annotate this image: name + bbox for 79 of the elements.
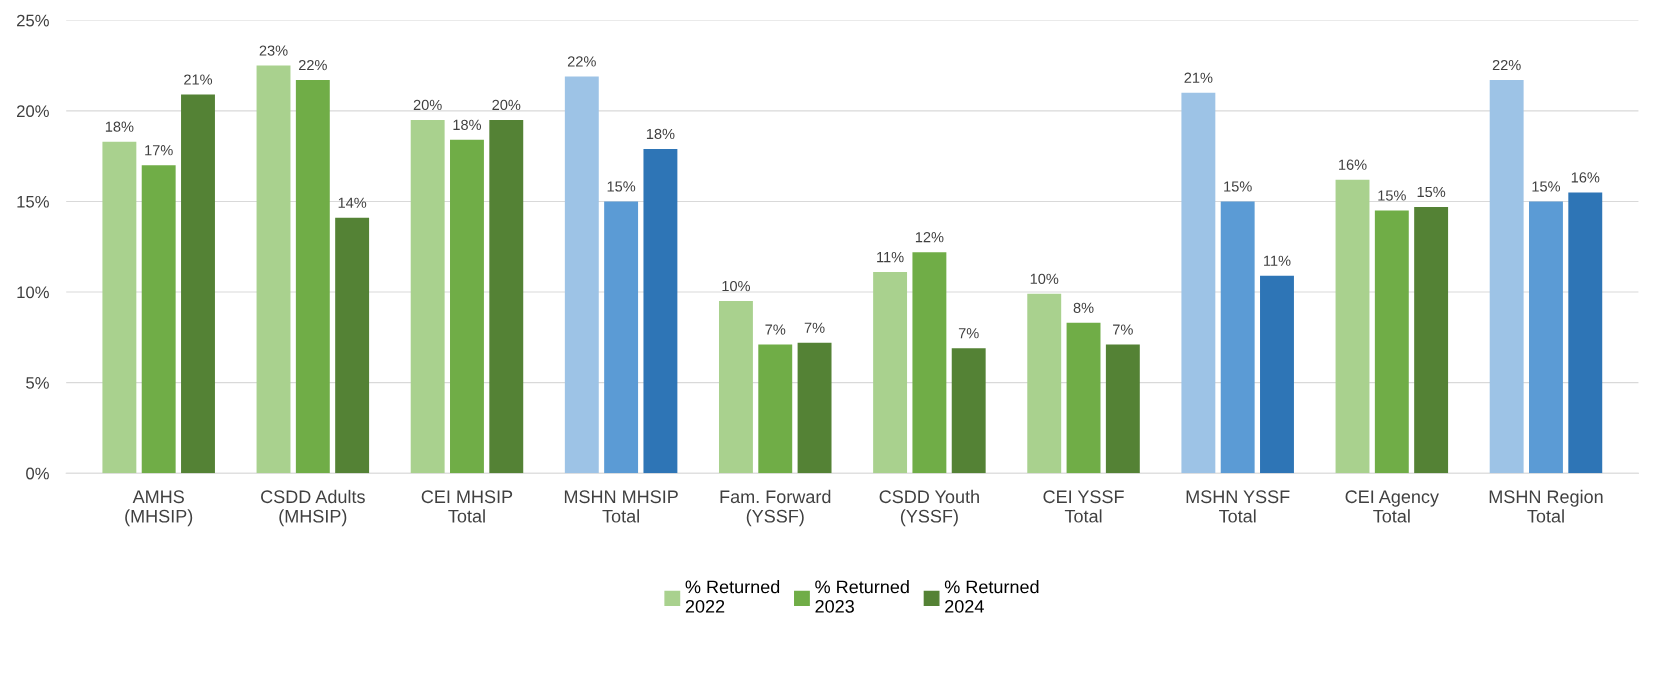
bar [1105,344,1140,474]
data-label: 20% [492,99,521,111]
data-label: 21% [1184,72,1213,83]
data-label: 23% [259,45,288,56]
data-label: 18% [646,128,675,140]
bar [797,342,832,474]
y-tick-label: 25% [17,14,49,27]
bar [141,165,176,474]
data-label: 15% [607,181,636,192]
bar [758,344,793,474]
bar [1529,201,1563,474]
bar [1568,192,1603,474]
x-tick-label: AMHS (MHSIP) [125,490,193,527]
data-label: 20% [413,99,442,111]
data-label: 8% [1073,302,1094,313]
x-tick-label: CEI YSSF Total [1043,490,1124,523]
bar [489,119,524,474]
data-label: 22% [1492,59,1521,71]
x-tick-label: Fam. Forward (YSSF) [720,489,831,527]
data-label: 22% [298,59,327,71]
bar [1027,293,1062,474]
bar [1260,275,1294,474]
data-label: 11% [877,252,904,263]
bar [951,348,986,474]
bar [295,80,330,474]
data-label: 22% [567,56,596,67]
data-label: 21% [184,74,213,85]
x-tick-label: CEI Agency Total [1345,490,1439,523]
data-label: 16% [1339,159,1367,170]
data-label: 18% [453,119,482,131]
bar [450,139,484,474]
data-label: 10% [1030,273,1059,285]
bar [256,65,291,474]
y-tick-label: 10% [17,286,49,299]
legend-label: % Returned 2023 [815,580,909,613]
data-label: 7% [958,328,979,339]
bar [410,119,445,474]
data-label: 12% [915,232,944,243]
x-tick-label: MSHN YSSF Total [1186,490,1290,523]
x-tick-label: CSDD Adults (MHSIP) [261,489,365,527]
bar [564,76,599,474]
bar [335,217,370,474]
data-label: 7% [804,322,825,333]
data-label: 15% [1378,190,1406,201]
data-label: 11% [1264,255,1291,266]
data-label: 10% [722,280,751,292]
legend-label: % Returned 2024 [944,580,1039,613]
data-label: 15% [1532,181,1561,192]
x-tick-label: CSDD Youth (YSSF) [879,489,979,527]
y-tick-label: 0% [26,467,49,480]
data-label: 7% [765,324,786,335]
data-label: 14% [338,197,367,208]
data-label: 18% [105,121,134,132]
bar [1181,92,1216,474]
legend-label: % Returned 2022 [685,580,780,613]
bar [873,272,908,474]
bar [643,148,678,474]
x-tick-label: MSHN MHSIP Total [564,490,678,523]
bar [1335,179,1370,474]
data-label: 16% [1571,172,1600,183]
data-label: 17% [145,145,173,156]
bar [604,201,639,474]
y-tick-label: 5% [26,377,49,389]
data-label: 15% [1224,181,1252,192]
bar [1489,80,1524,474]
bar [181,94,215,474]
x-tick-label: MSHN Region Total [1489,489,1603,523]
bar [102,141,137,474]
bar [1220,201,1255,474]
data-label: 7% [1113,324,1133,335]
bar [1374,210,1409,474]
bar [718,301,753,474]
data-label: 15% [1417,186,1446,198]
bar [1414,206,1449,474]
y-tick-label: 15% [17,195,49,208]
x-tick-label: CEI MHSIP Total [421,490,513,523]
bar [1066,322,1101,474]
y-tick-label: 20% [17,105,49,118]
bar [912,252,947,474]
